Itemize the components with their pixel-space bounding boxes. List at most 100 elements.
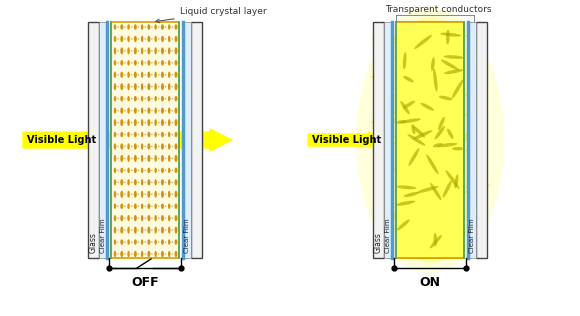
Ellipse shape [175,83,177,90]
Ellipse shape [147,96,150,101]
Ellipse shape [400,118,421,123]
Ellipse shape [131,74,132,76]
Ellipse shape [137,146,139,147]
Ellipse shape [144,38,146,40]
Ellipse shape [151,170,153,171]
Ellipse shape [172,62,173,64]
Ellipse shape [168,72,171,78]
Ellipse shape [158,122,160,123]
Ellipse shape [141,167,143,173]
Ellipse shape [114,215,116,221]
Ellipse shape [154,191,157,198]
Ellipse shape [137,229,139,231]
Ellipse shape [124,253,125,255]
Ellipse shape [134,36,137,42]
Ellipse shape [124,182,125,183]
Ellipse shape [141,215,143,221]
Ellipse shape [452,147,463,150]
Ellipse shape [124,62,125,64]
Ellipse shape [147,36,150,42]
Ellipse shape [117,62,119,64]
Ellipse shape [175,132,177,137]
Ellipse shape [165,62,166,64]
Ellipse shape [376,17,484,263]
Ellipse shape [161,36,164,42]
Ellipse shape [165,26,166,28]
Ellipse shape [158,182,160,183]
Ellipse shape [408,134,426,146]
Ellipse shape [168,204,171,209]
Text: Glass: Glass [89,232,98,253]
Ellipse shape [114,167,116,173]
Ellipse shape [131,26,132,28]
Ellipse shape [158,253,160,255]
Ellipse shape [117,193,119,195]
Ellipse shape [124,38,125,40]
Ellipse shape [141,132,143,137]
Ellipse shape [144,62,146,64]
Ellipse shape [137,217,139,219]
Text: Transparent conductors: Transparent conductors [385,5,491,15]
Ellipse shape [158,98,160,100]
Ellipse shape [131,193,132,195]
Bar [183,22,191,258]
Ellipse shape [117,26,119,28]
Ellipse shape [452,79,463,99]
Ellipse shape [161,227,164,234]
Text: Visible Light: Visible Light [27,135,96,145]
Ellipse shape [175,167,177,173]
Ellipse shape [117,86,119,88]
Ellipse shape [147,60,150,66]
Ellipse shape [114,227,116,234]
Ellipse shape [127,239,130,245]
Ellipse shape [144,122,146,123]
Ellipse shape [114,24,116,30]
Ellipse shape [141,143,143,149]
Ellipse shape [161,191,164,198]
Ellipse shape [161,179,164,185]
Ellipse shape [127,83,130,90]
Text: Visible Light: Visible Light [312,135,381,145]
Ellipse shape [131,170,132,171]
Text: Clear Film: Clear Film [100,218,106,253]
Ellipse shape [131,38,132,40]
Ellipse shape [131,134,132,135]
Ellipse shape [127,96,130,101]
Ellipse shape [147,204,150,209]
Ellipse shape [124,122,125,123]
Bar [396,22,464,258]
Ellipse shape [124,217,125,219]
Ellipse shape [168,119,171,126]
Ellipse shape [147,72,150,78]
Ellipse shape [114,251,116,257]
Ellipse shape [356,7,504,273]
Ellipse shape [134,239,137,245]
Ellipse shape [161,119,164,126]
Ellipse shape [114,96,116,101]
Ellipse shape [172,86,173,88]
Ellipse shape [151,217,153,219]
Ellipse shape [144,26,146,28]
Ellipse shape [127,132,130,137]
Ellipse shape [175,239,177,245]
Ellipse shape [158,205,160,207]
Ellipse shape [438,117,445,130]
Ellipse shape [168,96,171,101]
Ellipse shape [147,179,150,185]
Ellipse shape [147,83,150,90]
Ellipse shape [134,143,137,149]
Ellipse shape [134,251,137,257]
Ellipse shape [396,201,415,206]
Ellipse shape [420,103,434,111]
Ellipse shape [114,179,116,185]
Ellipse shape [175,179,177,185]
Ellipse shape [134,96,137,101]
Ellipse shape [172,182,173,183]
Ellipse shape [147,119,150,126]
Ellipse shape [120,251,124,257]
Ellipse shape [172,158,173,159]
Ellipse shape [161,251,164,257]
Ellipse shape [430,235,442,248]
Ellipse shape [154,215,157,221]
Ellipse shape [172,38,173,40]
